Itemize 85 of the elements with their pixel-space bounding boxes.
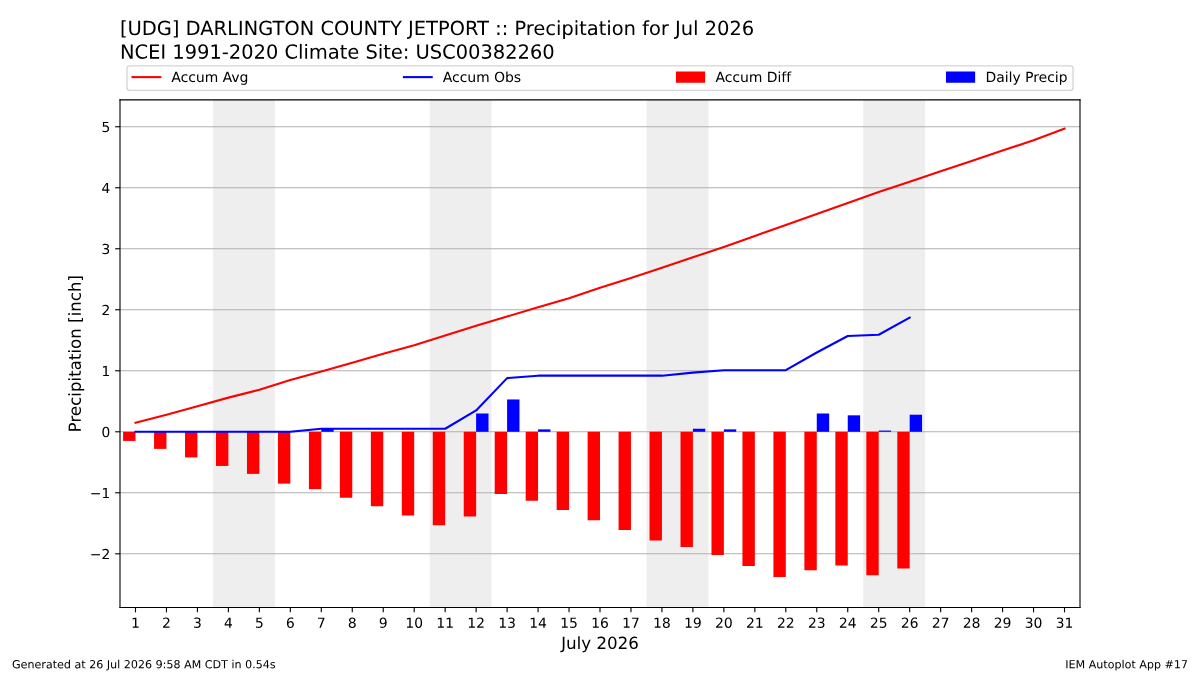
x-tick-label: 3 — [194, 617, 201, 628]
x-tick-label: 25 — [870, 617, 887, 628]
y-axis-title: Precipitation [inch] — [68, 276, 85, 431]
bar — [277, 431, 291, 484]
y-tick-label: 4 — [102, 182, 110, 194]
bar — [538, 429, 551, 432]
x-tick-label: 7 — [318, 617, 325, 628]
x-tick-label: 23 — [808, 617, 825, 628]
bar — [507, 399, 520, 432]
x-tick-label: 2 — [163, 617, 170, 628]
legend-label: Daily Precip — [986, 71, 1067, 85]
bar — [154, 431, 167, 449]
x-tick-label: 14 — [530, 617, 547, 628]
x-tick-label: 5 — [256, 617, 263, 628]
chart-subtitle: NCEI 1991-2020 Climate Site: USC00382260 — [121, 43, 554, 59]
bar — [909, 414, 923, 432]
bar — [897, 431, 910, 569]
bar — [494, 431, 508, 495]
x-tick-label: 26 — [901, 617, 918, 628]
y-tick-label: −2 — [91, 548, 109, 560]
bar — [680, 431, 693, 548]
bar — [556, 431, 570, 510]
x-tick-label: 13 — [499, 617, 515, 628]
bar — [618, 431, 631, 531]
x-tick-label: 31 — [1056, 617, 1073, 628]
bar — [463, 431, 477, 517]
x-tick-label: 11 — [437, 617, 453, 628]
x-tick-label: 12 — [468, 617, 484, 628]
chart-title: [UDG] DARLINGTON COUNTY JETPORT :: Precipitation for Jul 2026 — [121, 20, 753, 40]
legend-label: Accum Avg — [171, 71, 248, 85]
bar — [804, 431, 817, 571]
bar — [370, 431, 384, 507]
x-tick-label: 18 — [654, 617, 670, 628]
y-tick-label: −1 — [91, 487, 109, 499]
y-tick-label: 0 — [102, 426, 110, 438]
bar — [587, 431, 600, 521]
bar — [742, 431, 755, 567]
x-tick-label: 8 — [348, 617, 356, 628]
line-series — [134, 127, 1066, 424]
x-tick-label: 10 — [406, 617, 423, 628]
text: Generated at 26 Jul 2026 9:58 AM CDT in 0.54s — [12, 659, 276, 671]
bar — [711, 431, 724, 556]
x-tick-label: 21 — [747, 617, 763, 628]
x-tick-label: 9 — [379, 617, 387, 628]
bar — [476, 413, 489, 432]
bar — [432, 431, 446, 526]
x-tick-label: 19 — [685, 617, 701, 628]
bar — [816, 413, 830, 432]
x-tick-label: 15 — [561, 617, 577, 628]
x-tick-label: 20 — [716, 617, 732, 628]
x-tick-label: 28 — [963, 617, 980, 628]
bar — [525, 431, 539, 501]
x-tick-label: 6 — [286, 617, 294, 628]
bar — [216, 431, 229, 466]
y-tick-label: 5 — [102, 121, 110, 133]
x-tick-label: 4 — [224, 617, 233, 628]
bar — [649, 431, 662, 541]
bar — [847, 415, 861, 432]
bar — [723, 429, 737, 432]
bar — [401, 431, 415, 516]
y-tick-label: 3 — [102, 243, 110, 255]
legend-label: Accum Obs — [442, 71, 521, 83]
x-tick-label: 27 — [932, 617, 949, 628]
text: IEM Autoplot App #17 — [1066, 659, 1188, 671]
legend-label: Accum Diff — [715, 71, 792, 83]
line-series — [134, 316, 911, 433]
x-tick-label: 30 — [1025, 617, 1042, 628]
bar — [339, 431, 353, 498]
y-tick-label: 2 — [102, 304, 109, 316]
bar — [692, 428, 706, 432]
x-tick-label: 29 — [994, 617, 1011, 628]
x-tick-label: 17 — [623, 617, 639, 628]
bar — [835, 431, 848, 566]
x-tick-label: 1 — [132, 617, 139, 628]
bar — [308, 431, 322, 490]
x-axis-title: July 2026 — [560, 636, 638, 653]
bar — [866, 431, 879, 576]
bar — [246, 431, 260, 474]
bar — [185, 431, 198, 458]
bar — [773, 431, 786, 577]
y-tick-label: 1 — [102, 365, 109, 377]
x-tick-label: 16 — [592, 617, 608, 628]
bar — [123, 431, 136, 441]
x-tick-label: 24 — [839, 617, 856, 628]
x-tick-label: 22 — [777, 617, 794, 628]
